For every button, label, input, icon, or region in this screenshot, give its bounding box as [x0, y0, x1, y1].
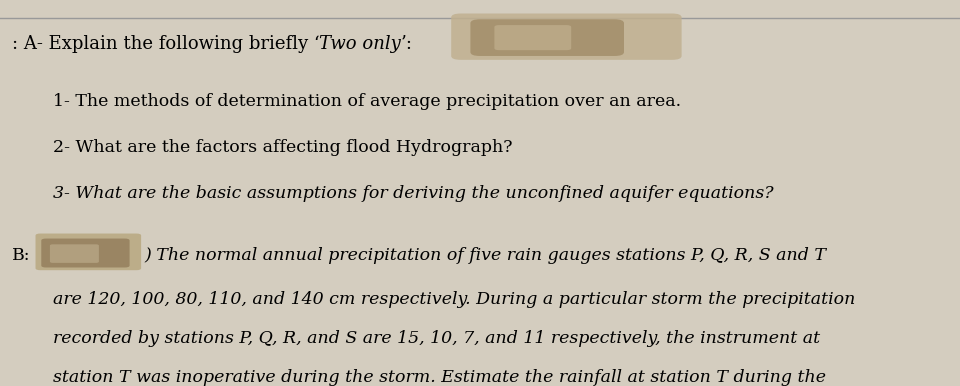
- Text: ’:: ’:: [401, 35, 413, 53]
- Text: B:: B:: [12, 247, 30, 264]
- FancyBboxPatch shape: [41, 239, 130, 267]
- FancyBboxPatch shape: [50, 244, 99, 263]
- FancyBboxPatch shape: [451, 14, 682, 60]
- Text: 3- What are the basic assumptions for deriving the unconfined aquifer equations?: 3- What are the basic assumptions for de…: [53, 185, 774, 202]
- Text: 2- What are the factors affecting flood Hydrograph?: 2- What are the factors affecting flood …: [53, 139, 513, 156]
- Text: Two only: Two only: [319, 35, 401, 53]
- Text: ) The normal annual precipitation of five rain gauges stations P, Q, R, S and T: ) The normal annual precipitation of fiv…: [144, 247, 826, 264]
- Text: recorded by stations P, Q, R, and S are 15, 10, 7, and 11 respectively, the inst: recorded by stations P, Q, R, and S are …: [53, 330, 820, 347]
- FancyBboxPatch shape: [36, 234, 141, 270]
- FancyBboxPatch shape: [470, 19, 624, 56]
- Text: 1- The methods of determination of average precipitation over an area.: 1- The methods of determination of avera…: [53, 93, 681, 110]
- Text: station T was inoperative during the storm. Estimate the rainfall at station T d: station T was inoperative during the sto…: [53, 369, 826, 386]
- FancyBboxPatch shape: [494, 25, 571, 50]
- Text: are 120, 100, 80, 110, and 140 cm respectively. During a particular storm the pr: are 120, 100, 80, 110, and 140 cm respec…: [53, 291, 855, 308]
- Text: : A- Explain the following briefly ‘: : A- Explain the following briefly ‘: [12, 35, 319, 53]
